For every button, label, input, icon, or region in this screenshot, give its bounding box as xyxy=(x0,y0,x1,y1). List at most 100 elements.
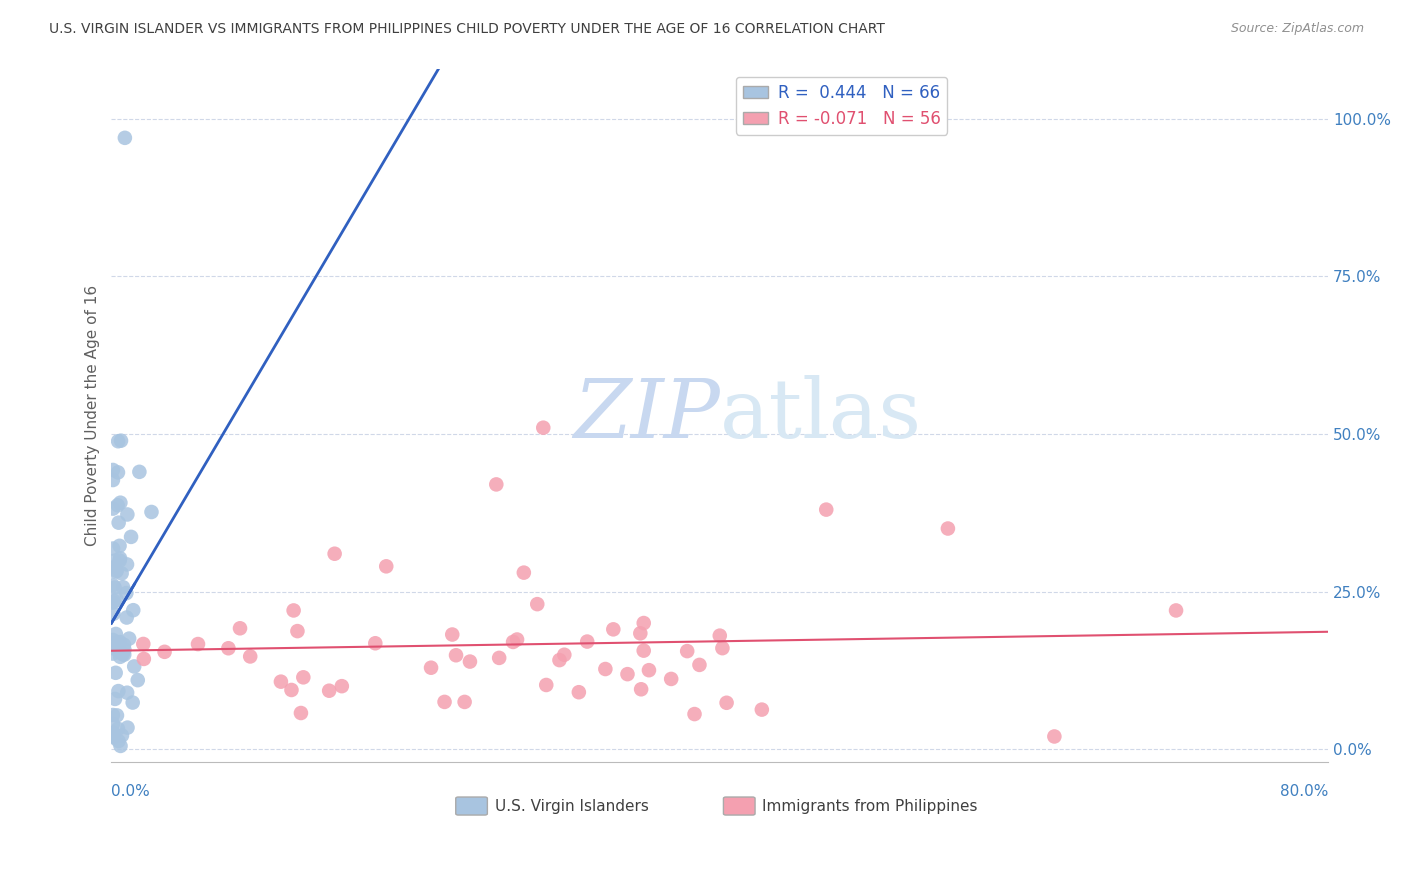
Point xyxy=(132,637,155,651)
Point xyxy=(121,696,143,710)
Point xyxy=(595,662,617,676)
Point xyxy=(187,637,209,651)
Point xyxy=(108,539,131,553)
Point xyxy=(114,643,136,657)
Point xyxy=(153,645,176,659)
Point xyxy=(108,551,131,566)
Point xyxy=(101,717,124,731)
Point xyxy=(108,635,131,649)
Point xyxy=(107,498,129,512)
Point xyxy=(107,684,129,698)
Point xyxy=(101,501,124,516)
Point xyxy=(101,632,124,647)
Point xyxy=(444,648,467,663)
Point xyxy=(120,530,142,544)
Point xyxy=(103,554,125,568)
Point xyxy=(104,627,127,641)
Point xyxy=(688,657,710,672)
Point xyxy=(122,659,145,673)
Point xyxy=(709,629,731,643)
Point xyxy=(576,634,599,648)
Point xyxy=(292,670,315,684)
Point xyxy=(659,672,682,686)
Point xyxy=(105,708,128,723)
Text: Immigrants from Philippines: Immigrants from Philippines xyxy=(762,798,977,814)
Point xyxy=(815,502,838,516)
Point xyxy=(101,647,124,661)
Point xyxy=(132,652,155,666)
Point xyxy=(229,621,252,635)
Text: Source: ZipAtlas.com: Source: ZipAtlas.com xyxy=(1230,22,1364,36)
Point xyxy=(122,603,145,617)
Point xyxy=(115,610,138,624)
Point xyxy=(107,516,129,530)
Point xyxy=(485,477,508,491)
Point xyxy=(105,564,128,578)
Point xyxy=(1164,603,1187,617)
Point xyxy=(364,636,387,650)
Point xyxy=(108,649,131,664)
Point xyxy=(526,597,548,611)
Point xyxy=(111,566,134,581)
Point xyxy=(101,727,124,741)
Point xyxy=(628,626,651,640)
Point xyxy=(683,707,706,722)
Point xyxy=(101,726,124,740)
Y-axis label: Child Poverty Under the Age of 16: Child Poverty Under the Age of 16 xyxy=(86,285,100,546)
Point xyxy=(107,734,129,748)
Point xyxy=(453,695,475,709)
Point xyxy=(101,473,124,487)
Text: ZIP: ZIP xyxy=(572,376,720,455)
Point xyxy=(107,722,129,736)
Point xyxy=(104,641,127,656)
Point xyxy=(616,667,638,681)
Point xyxy=(602,623,624,637)
Point xyxy=(458,655,481,669)
Point xyxy=(110,739,132,753)
Point xyxy=(441,627,464,641)
Point xyxy=(630,682,652,697)
Point xyxy=(103,731,125,745)
Point xyxy=(104,665,127,680)
Point xyxy=(270,674,292,689)
Point xyxy=(568,685,591,699)
Point xyxy=(105,592,128,607)
Point xyxy=(676,644,699,658)
Point xyxy=(112,648,135,662)
Point xyxy=(101,708,124,723)
Point xyxy=(323,547,346,561)
Point xyxy=(127,673,149,687)
Point xyxy=(141,505,163,519)
Point xyxy=(287,624,309,639)
Point xyxy=(111,647,134,661)
Point xyxy=(433,695,456,709)
Point xyxy=(936,522,959,536)
Point xyxy=(115,686,138,700)
Point xyxy=(104,692,127,706)
Point xyxy=(536,678,558,692)
Point xyxy=(711,641,734,656)
Point xyxy=(112,638,135,652)
Point xyxy=(104,565,127,579)
Point xyxy=(548,653,571,667)
Point xyxy=(104,635,127,649)
Point xyxy=(110,646,132,660)
Point xyxy=(115,586,138,600)
Point xyxy=(103,594,125,608)
Point xyxy=(290,706,312,720)
Point xyxy=(101,541,124,556)
Point xyxy=(283,603,305,617)
FancyBboxPatch shape xyxy=(724,797,755,815)
Text: U.S. Virgin Islanders: U.S. Virgin Islanders xyxy=(495,798,648,814)
Point xyxy=(633,615,655,630)
Point xyxy=(751,703,773,717)
Text: atlas: atlas xyxy=(720,376,922,455)
Point xyxy=(101,596,124,610)
Point xyxy=(111,729,134,743)
Point xyxy=(114,131,136,145)
Point xyxy=(118,632,141,646)
Legend: R =  0.444   N = 66, R = -0.071   N = 56: R = 0.444 N = 66, R = -0.071 N = 56 xyxy=(735,77,948,135)
Point xyxy=(239,649,262,664)
Point xyxy=(110,434,132,448)
Point xyxy=(280,683,302,698)
